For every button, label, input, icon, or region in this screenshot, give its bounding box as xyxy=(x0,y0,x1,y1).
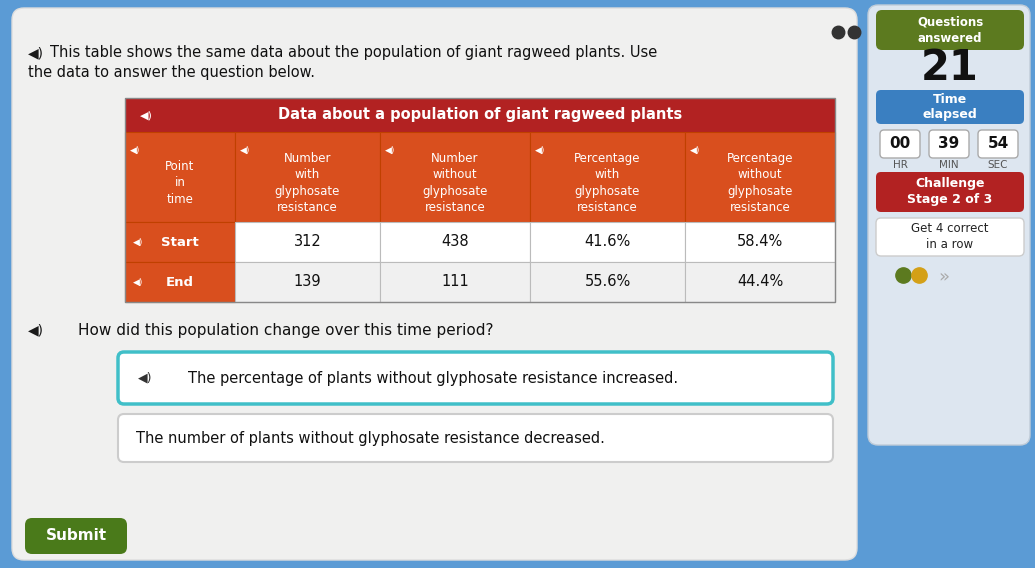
Bar xyxy=(125,98,835,302)
Bar xyxy=(125,132,235,222)
Text: 58.4%: 58.4% xyxy=(737,235,783,249)
Text: 438: 438 xyxy=(441,235,469,249)
Text: Time
elapsed: Time elapsed xyxy=(922,93,977,121)
Bar xyxy=(235,262,380,302)
Text: »: » xyxy=(938,268,949,286)
Bar xyxy=(380,132,530,222)
Text: 41.6%: 41.6% xyxy=(585,235,630,249)
FancyBboxPatch shape xyxy=(929,130,969,158)
Text: ◀): ◀) xyxy=(240,145,250,154)
Text: ◀): ◀) xyxy=(28,323,45,337)
Text: How did this population change over this time period?: How did this population change over this… xyxy=(78,323,494,337)
FancyBboxPatch shape xyxy=(12,8,857,560)
Text: 139: 139 xyxy=(294,274,321,290)
Text: ◀): ◀) xyxy=(138,371,152,385)
Text: ◀): ◀) xyxy=(535,145,545,154)
Bar xyxy=(685,222,835,262)
Text: ◀): ◀) xyxy=(690,145,701,154)
Bar xyxy=(235,132,380,222)
Text: Number
without
glyphosate
resistance: Number without glyphosate resistance xyxy=(422,152,487,214)
FancyBboxPatch shape xyxy=(978,130,1018,158)
Text: Percentage
with
glyphosate
resistance: Percentage with glyphosate resistance xyxy=(574,152,641,214)
FancyBboxPatch shape xyxy=(25,518,127,554)
Text: ◀): ◀) xyxy=(385,145,395,154)
Text: 00: 00 xyxy=(889,136,911,152)
Bar xyxy=(685,262,835,302)
Bar xyxy=(125,222,235,262)
Text: 55.6%: 55.6% xyxy=(585,274,630,290)
FancyBboxPatch shape xyxy=(876,10,1024,50)
Text: 21: 21 xyxy=(921,47,979,89)
Text: MIN: MIN xyxy=(939,160,958,170)
FancyBboxPatch shape xyxy=(876,218,1024,256)
Text: ◀): ◀) xyxy=(130,145,141,154)
Text: Data about a population of giant ragweed plants: Data about a population of giant ragweed… xyxy=(277,107,682,123)
Text: 44.4%: 44.4% xyxy=(737,274,783,290)
Text: Get 4 correct
in a row: Get 4 correct in a row xyxy=(911,223,988,252)
Text: The percentage of plants without glyphosate resistance increased.: The percentage of plants without glyphos… xyxy=(188,370,678,386)
Bar xyxy=(235,222,380,262)
Text: ◀): ◀) xyxy=(140,110,153,120)
Text: Start: Start xyxy=(161,236,199,249)
Text: 312: 312 xyxy=(294,235,322,249)
Text: Percentage
without
glyphosate
resistance: Percentage without glyphosate resistance xyxy=(727,152,793,214)
FancyBboxPatch shape xyxy=(876,90,1024,124)
Bar xyxy=(380,222,530,262)
FancyBboxPatch shape xyxy=(868,5,1030,445)
Text: 54: 54 xyxy=(987,136,1009,152)
Bar xyxy=(685,132,835,222)
Bar xyxy=(530,132,685,222)
Text: HR: HR xyxy=(892,160,908,170)
Bar xyxy=(125,262,235,302)
Text: Number
with
glyphosate
resistance: Number with glyphosate resistance xyxy=(275,152,341,214)
Text: End: End xyxy=(166,275,194,289)
Text: Questions
answered: Questions answered xyxy=(917,15,983,44)
Text: Point
in
time: Point in time xyxy=(166,160,195,206)
Bar xyxy=(530,222,685,262)
Text: ◀): ◀) xyxy=(134,237,144,247)
Text: Submit: Submit xyxy=(46,528,107,544)
Text: SEC: SEC xyxy=(987,160,1008,170)
FancyBboxPatch shape xyxy=(876,172,1024,212)
Text: Challenge
Stage 2 of 3: Challenge Stage 2 of 3 xyxy=(908,177,993,207)
FancyBboxPatch shape xyxy=(118,414,833,462)
Text: the data to answer the question below.: the data to answer the question below. xyxy=(28,65,315,81)
Bar xyxy=(125,98,835,132)
Text: This table shows the same data about the population of giant ragweed plants. Use: This table shows the same data about the… xyxy=(50,45,657,61)
FancyBboxPatch shape xyxy=(880,130,920,158)
Text: ◀): ◀) xyxy=(134,278,144,286)
Text: 111: 111 xyxy=(441,274,469,290)
Bar xyxy=(380,262,530,302)
Text: ◀): ◀) xyxy=(28,46,45,60)
FancyBboxPatch shape xyxy=(118,352,833,404)
Bar xyxy=(530,262,685,302)
Text: 39: 39 xyxy=(939,136,959,152)
Text: The number of plants without glyphosate resistance decreased.: The number of plants without glyphosate … xyxy=(136,431,604,445)
